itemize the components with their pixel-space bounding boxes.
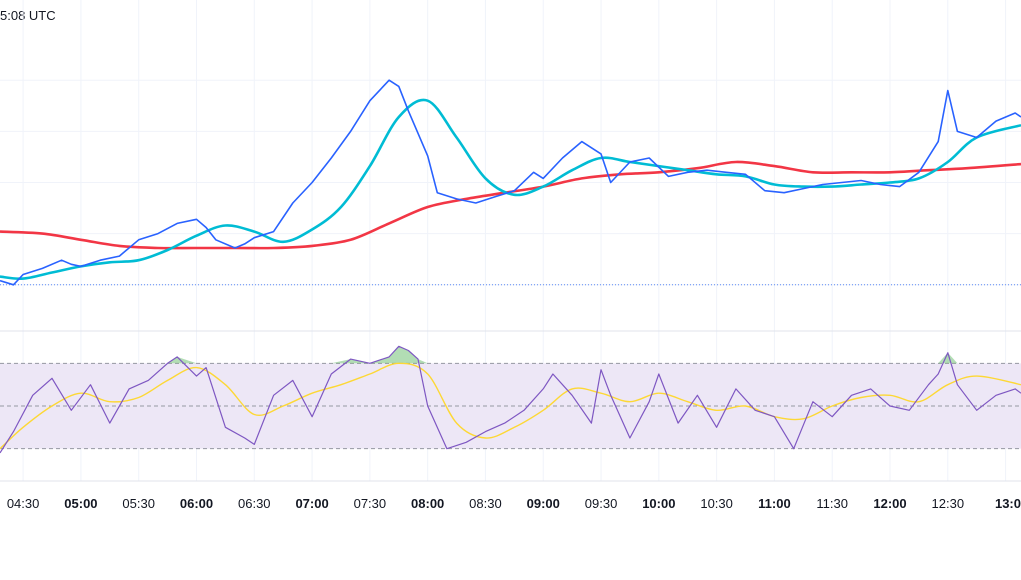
x-tick-label: 10:30 — [700, 496, 733, 511]
x-tick-label: 05:30 — [122, 496, 155, 511]
rsi-overbought-fill — [331, 359, 370, 364]
clock-readout: 5:08 UTC — [0, 8, 56, 23]
x-tick-label: 12:30 — [932, 496, 965, 511]
x-tick-label: 11:00 — [758, 496, 791, 511]
x-tick-label: 06:00 — [180, 496, 213, 511]
x-tick-label: 11:30 — [816, 496, 848, 511]
price-line — [0, 79, 1021, 286]
ma-fast-line — [0, 98, 1021, 281]
rsi-overbought-fill — [938, 352, 958, 364]
x-tick-label: 10:00 — [642, 496, 675, 511]
x-tick-label: 07:00 — [295, 496, 328, 511]
rsi-panel[interactable] — [0, 345, 1021, 454]
x-tick-label: 06:30 — [238, 496, 271, 511]
x-tick-label: 08:00 — [411, 496, 444, 511]
rsi-ma-line — [0, 362, 1021, 450]
x-tick-label: 07:30 — [354, 496, 387, 511]
x-tick-label: 08:30 — [469, 496, 502, 511]
x-tick-label: 12:00 — [873, 496, 906, 511]
x-tick-label: 09:30 — [585, 496, 618, 511]
x-tick-label: 05:00 — [64, 496, 97, 511]
x-tick-label: 13:0 — [995, 496, 1021, 511]
price-panel[interactable] — [0, 79, 1021, 286]
x-tick-label: 04:30 — [7, 496, 40, 511]
x-tick-label: 09:00 — [527, 496, 560, 511]
rsi-line — [0, 345, 1021, 454]
time-axis: 04:30 05:00 05:30 06:00 06:30 07:00 07:30 08:00… — [7, 496, 1021, 511]
